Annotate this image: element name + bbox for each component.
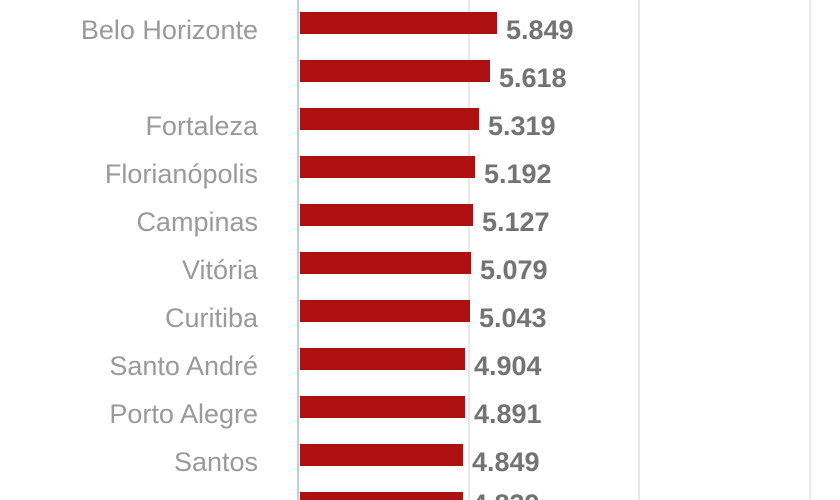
x-gridline <box>468 0 470 500</box>
value-label: 4.849 <box>472 447 540 477</box>
value-label: 5.043 <box>479 303 547 333</box>
bar <box>300 108 479 130</box>
category-label: Florianópolis <box>104 159 258 189</box>
bar <box>300 12 497 34</box>
category-label: Campinas <box>136 207 258 237</box>
category-label: Vitória <box>181 255 258 285</box>
bar <box>300 252 471 274</box>
value-label: 4.904 <box>474 351 542 381</box>
x-gridline <box>809 0 811 500</box>
category-label <box>0 62 258 94</box>
value-label: 5.618 <box>499 63 567 93</box>
category-label: Curitiba <box>164 303 258 333</box>
value-label: 5.319 <box>488 111 556 141</box>
bar <box>300 60 490 82</box>
bar <box>300 156 475 178</box>
value-label: 5.127 <box>482 207 550 237</box>
bar <box>300 348 465 370</box>
category-label: Santo André <box>109 351 258 381</box>
value-label: 5.192 <box>484 159 552 189</box>
bar <box>300 492 463 500</box>
value-label: 4.839 <box>472 488 540 500</box>
x-gridline <box>638 0 640 500</box>
value-label: 5.849 <box>506 15 574 45</box>
bar <box>300 444 463 466</box>
value-label: 5.079 <box>480 255 548 285</box>
bar <box>300 396 465 418</box>
category-label: Santos <box>173 447 258 477</box>
value-label: 4.891 <box>474 399 542 429</box>
category-label <box>0 488 258 500</box>
category-label: Belo Horizonte <box>80 15 258 45</box>
bar <box>300 300 470 322</box>
category-label: Porto Alegre <box>109 399 258 429</box>
y-axis-line <box>297 0 299 500</box>
bar <box>300 204 473 226</box>
category-label: Fortaleza <box>145 111 258 141</box>
